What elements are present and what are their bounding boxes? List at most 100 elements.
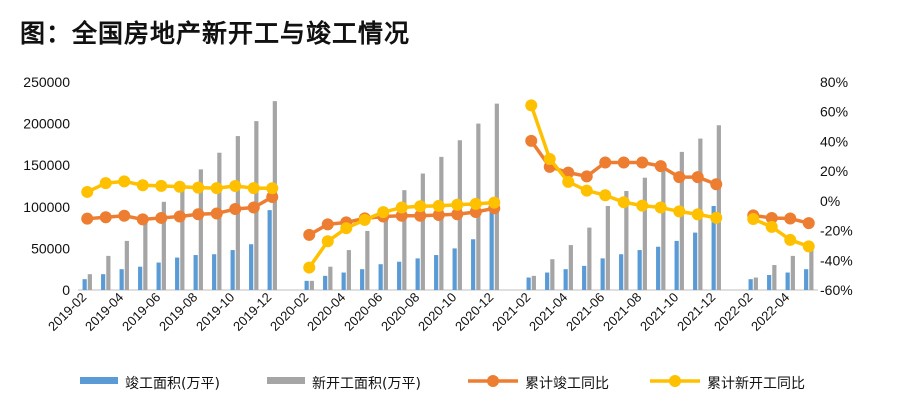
completed-yoy-point (802, 217, 815, 230)
bar-completed-area (397, 261, 402, 290)
bar-completed-area (545, 272, 550, 290)
completed-yoy-point (210, 207, 223, 220)
completed-yoy-point (173, 210, 186, 223)
bar-new-start-area (217, 152, 222, 290)
completed-yoy-point (266, 190, 279, 203)
y-left-tick-label: 50000 (31, 240, 70, 256)
bar-completed-area (119, 269, 124, 290)
bar-completed-area (711, 205, 716, 290)
bar-completed-area (804, 269, 809, 290)
bar-new-start-area (753, 277, 758, 290)
bar-new-start-area (346, 250, 351, 290)
bar-new-start-area (106, 255, 111, 290)
bar-new-start-area (420, 173, 425, 290)
new-start-yoy-point (358, 213, 371, 226)
completed-yoy-point (580, 170, 593, 183)
bar-new-start-area (402, 190, 407, 290)
new-start-yoy-point (617, 196, 630, 209)
y-left-tick-label: 200000 (23, 116, 70, 132)
new-start-yoy-point (192, 181, 205, 194)
new-start-yoy-point (136, 179, 149, 192)
completed-yoy-point (654, 160, 667, 173)
bar-completed-area (656, 246, 661, 290)
bar-completed-area (249, 244, 254, 290)
new-start-yoy-point (99, 177, 112, 190)
completed-yoy-point (636, 156, 649, 169)
new-start-yoy-point (247, 182, 260, 195)
x-tick-label: 2019-06 (119, 290, 163, 334)
y-left-tick-label: 250000 (23, 74, 70, 90)
x-tick-label: 2021-10 (637, 290, 681, 334)
completed-yoy-point (414, 209, 427, 222)
new-start-yoy-point (710, 211, 723, 224)
bar-completed-area (434, 255, 439, 290)
line-layer (81, 99, 815, 274)
bar-new-start-area (772, 265, 777, 290)
new-start-yoy-point (580, 184, 593, 197)
completed-yoy-point (784, 212, 797, 225)
x-tick-label: 2021-02 (489, 290, 533, 334)
bar-new-start-area (605, 205, 610, 290)
bar-completed-area (341, 272, 346, 290)
bar-completed-area (637, 250, 642, 290)
x-tick-label: 2020-10 (415, 290, 459, 334)
new-start-yoy-point (451, 198, 464, 211)
completed-yoy-point (765, 211, 778, 224)
new-start-yoy-point (654, 201, 667, 214)
completed-yoy-point (673, 171, 686, 184)
completed-yoy-point (247, 201, 260, 214)
bar-completed-area (175, 257, 180, 290)
bar-new-start-area (679, 151, 684, 290)
completed-yoy-point (691, 171, 704, 184)
bar-new-start-area (161, 201, 166, 290)
legend-completed-yoy-label: 累计竣工同比 (525, 376, 609, 392)
completed-yoy-point (192, 208, 205, 221)
y-right-tick-label: 0% (820, 193, 840, 209)
bar-completed-area (323, 275, 328, 290)
completed-yoy-point (118, 209, 131, 222)
legend-completed-area-label: 竣工面积(万平) (125, 376, 220, 392)
x-tick-label: 2020-04 (304, 290, 348, 334)
x-tick-label: 2019-04 (82, 290, 126, 334)
bar-completed-area (748, 279, 753, 290)
bar-new-start-area (624, 190, 629, 290)
completed-yoy-point (617, 156, 630, 169)
new-start-yoy-point (155, 179, 168, 192)
y-right-tick-label: 80% (820, 74, 848, 90)
x-tick-label: 2019-08 (156, 290, 200, 334)
bar-completed-area (212, 254, 217, 290)
bar-new-start-area (124, 240, 129, 290)
x-tick-label: 2021-04 (526, 290, 570, 334)
y-left-tick-label: 150000 (23, 157, 70, 173)
legend-completed-area-swatch (80, 377, 118, 384)
new-start-yoy-point (636, 199, 649, 212)
new-start-yoy-point (432, 199, 445, 212)
bar-completed-area (138, 266, 143, 290)
bar-new-start-area (550, 259, 555, 290)
y-right-tick-label: 60% (820, 104, 848, 120)
bar-completed-area (82, 279, 87, 290)
bar-completed-area (582, 265, 587, 290)
x-tick-label: 2022-04 (748, 290, 792, 334)
y-right-tick-label: 20% (820, 163, 848, 179)
y-right-tick-label: 40% (820, 133, 848, 149)
new-start-yoy-point (118, 175, 131, 188)
new-start-yoy-point (525, 99, 538, 112)
x-tick-label: 2019-10 (193, 290, 237, 334)
bar-completed-area (415, 258, 420, 290)
chart-title: 图：全国房地产新开工与竣工情况 (20, 19, 411, 48)
bar-completed-area (767, 275, 772, 290)
completed-yoy-point (451, 208, 464, 221)
bar-completed-area (471, 239, 476, 290)
bar-new-start-area (439, 156, 444, 290)
bar-new-start-area (309, 280, 314, 290)
new-start-yoy-point (469, 197, 482, 210)
bar-completed-area (230, 250, 235, 290)
new-start-yoy-point (543, 152, 556, 165)
bar-completed-area (674, 240, 679, 290)
legend-new-start-yoy-label: 累计新开工同比 (707, 376, 805, 392)
new-start-yoy-point (414, 200, 427, 213)
y-left-tick-label: 0 (62, 282, 70, 298)
new-start-yoy-point (747, 212, 760, 225)
